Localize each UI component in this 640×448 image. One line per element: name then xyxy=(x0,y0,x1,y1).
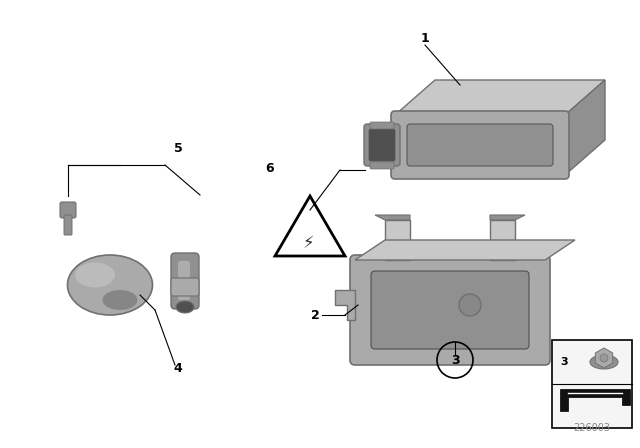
Ellipse shape xyxy=(176,301,194,313)
Text: 6: 6 xyxy=(266,161,275,175)
FancyBboxPatch shape xyxy=(60,202,76,218)
FancyBboxPatch shape xyxy=(407,124,553,166)
Polygon shape xyxy=(355,240,575,260)
FancyBboxPatch shape xyxy=(364,124,400,166)
FancyBboxPatch shape xyxy=(370,162,394,169)
Polygon shape xyxy=(490,215,525,220)
Polygon shape xyxy=(490,220,515,260)
Bar xyxy=(552,340,632,428)
Polygon shape xyxy=(565,80,605,175)
Ellipse shape xyxy=(590,355,618,369)
Text: 2: 2 xyxy=(310,309,319,322)
FancyBboxPatch shape xyxy=(171,278,199,296)
FancyBboxPatch shape xyxy=(391,111,569,179)
Text: 226003: 226003 xyxy=(573,423,611,433)
Ellipse shape xyxy=(75,263,115,288)
Ellipse shape xyxy=(67,255,152,315)
FancyBboxPatch shape xyxy=(371,271,529,349)
FancyBboxPatch shape xyxy=(64,215,72,235)
FancyBboxPatch shape xyxy=(370,122,394,129)
Text: 3: 3 xyxy=(560,357,568,367)
Text: 5: 5 xyxy=(173,142,182,155)
FancyBboxPatch shape xyxy=(171,253,199,309)
Text: ⚡: ⚡ xyxy=(302,234,314,252)
Text: 4: 4 xyxy=(173,362,182,375)
FancyBboxPatch shape xyxy=(350,255,550,365)
Polygon shape xyxy=(560,389,630,411)
FancyBboxPatch shape xyxy=(178,261,190,300)
Polygon shape xyxy=(385,220,410,260)
Polygon shape xyxy=(375,215,410,220)
Polygon shape xyxy=(275,196,345,256)
Ellipse shape xyxy=(102,290,138,310)
Polygon shape xyxy=(335,290,355,320)
Polygon shape xyxy=(395,80,605,115)
Ellipse shape xyxy=(459,294,481,316)
Circle shape xyxy=(600,354,608,362)
Text: 3: 3 xyxy=(451,353,460,366)
Text: 1: 1 xyxy=(420,31,429,44)
FancyBboxPatch shape xyxy=(369,129,395,161)
